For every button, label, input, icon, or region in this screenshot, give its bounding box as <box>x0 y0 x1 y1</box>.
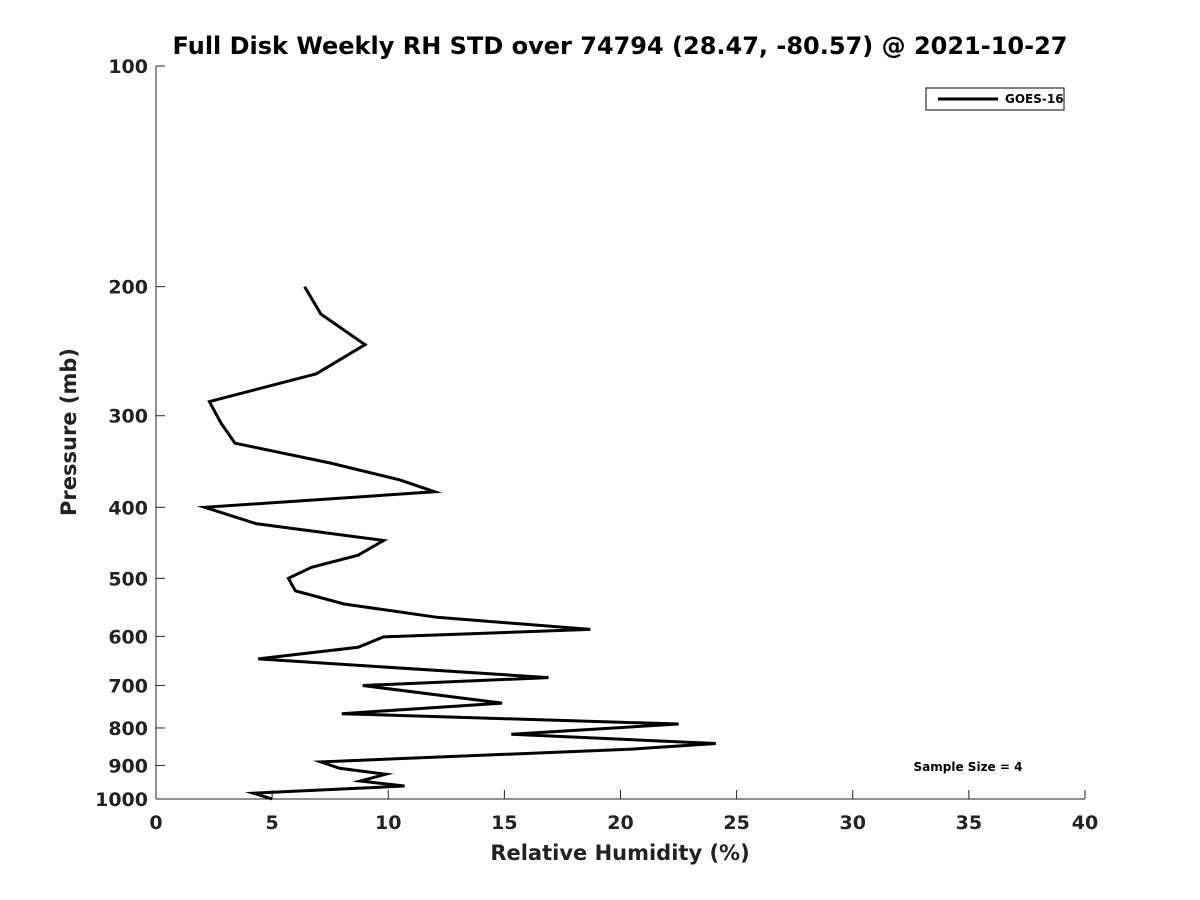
y-tick-label: 900 <box>108 755 148 777</box>
x-axis-title: Relative Humidity (%) <box>490 841 749 865</box>
series-layer <box>196 285 716 801</box>
legend-label-goes-16: GOES-16 <box>1005 92 1064 106</box>
x-tick-label: 25 <box>723 812 749 834</box>
y-axis-title: Pressure (mb) <box>57 348 81 516</box>
y-tick-label: 500 <box>108 568 148 590</box>
y-tick-label: 600 <box>108 626 148 648</box>
x-tick-label: 40 <box>1072 812 1098 834</box>
y-tick-label: 200 <box>108 277 148 299</box>
y-tick-label: 800 <box>108 718 148 740</box>
y-tick-label: 300 <box>108 406 148 428</box>
y-tick-label: 100 <box>108 56 148 78</box>
axes-layer: 0 5 10 15 20 25 30 35 40 100 200 300 400 500 600 700 800… <box>95 56 1098 834</box>
chart-title: Full Disk Weekly RH STD over 74794 (28.4… <box>173 32 1068 60</box>
y-tick-label: 1000 <box>95 789 148 811</box>
series-line-goes-16 <box>196 285 716 801</box>
x-tick-label: 35 <box>956 812 982 834</box>
y-tick-label: 700 <box>108 675 148 697</box>
legend: GOES-16 <box>925 87 1065 111</box>
sample-size-annotation: Sample Size = 4 <box>914 760 1023 774</box>
x-tick-label: 15 <box>491 812 517 834</box>
x-tick-label: 5 <box>266 812 279 834</box>
x-tick-label: 30 <box>840 812 866 834</box>
x-tick-label: 20 <box>607 812 633 834</box>
y-tick-label: 400 <box>108 497 148 519</box>
x-tick-label: 0 <box>149 812 162 834</box>
x-tick-label: 10 <box>375 812 401 834</box>
